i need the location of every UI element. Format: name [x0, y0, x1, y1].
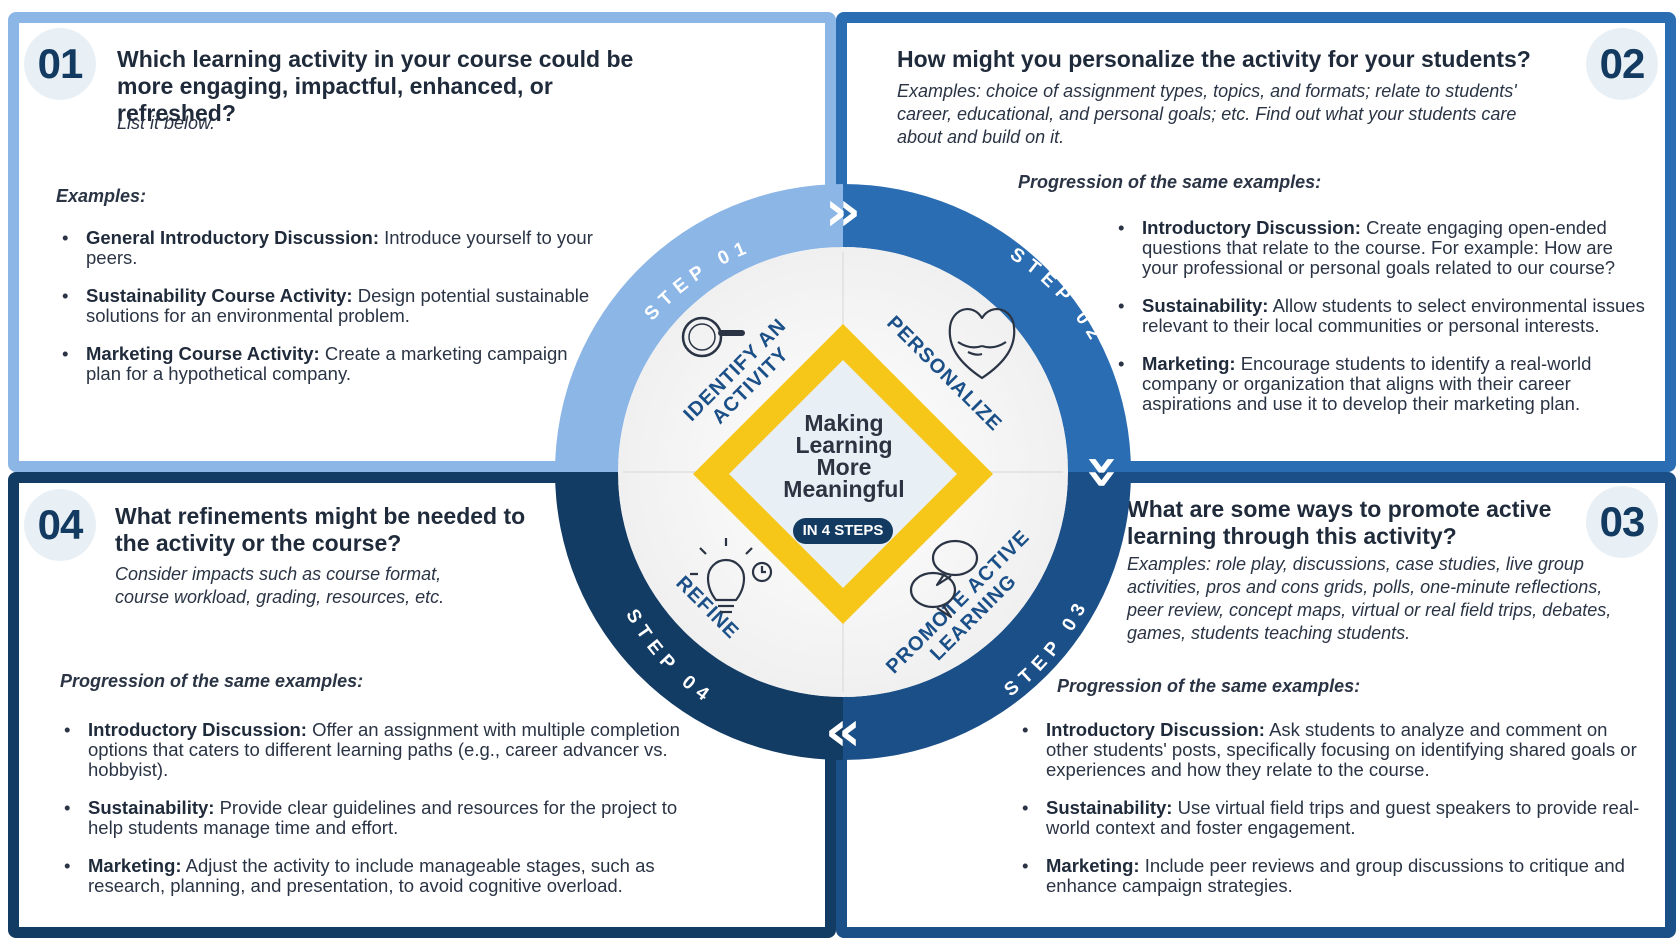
list-item: • Marketing: Include peer reviews and gro…	[1022, 855, 1625, 896]
center-diamond-inner	[729, 360, 957, 588]
step-02-example-list: • Introductory Discussion: Create engagin…	[1112, 218, 1652, 432]
step-01-examples-label: Examples:	[56, 186, 147, 206]
step-03-number: 03	[1586, 486, 1658, 558]
step-03-subtext: Examples: role play, discussions, case s…	[1127, 554, 1612, 643]
ring-segment-step-01	[555, 184, 843, 472]
list-item: • Marketing: Adjust the activity to inclu…	[64, 855, 655, 896]
step-02-number: 02	[1586, 28, 1658, 100]
list-item: • Introductory Discussion: Ask students t…	[1022, 719, 1637, 780]
step-03-example-list: • Introductory Discussion: Ask students t…	[1016, 720, 1646, 914]
ring-segment-step-02	[843, 184, 1131, 472]
step-04-examples-label: Progression of the same examples:	[60, 671, 364, 691]
step-02-subtext: Examples: choice of assignment types, to…	[897, 81, 1517, 147]
step-03-examples-label: Progression of the same examples:	[1057, 676, 1361, 696]
list-item: • Sustainability: Allow students to selec…	[1118, 295, 1645, 336]
step-01-subtext: List it below.	[117, 113, 216, 133]
step-04-subtext: Consider impacts such as course format, …	[115, 564, 445, 607]
list-item: • Sustainability Course Activity: Design …	[62, 285, 590, 326]
arrow-step-03-to-04: «	[825, 699, 861, 764]
list-item: • Introductory Discussion: Create engagin…	[1118, 217, 1616, 278]
list-item: • Sustainability: Use virtual field trips…	[1022, 797, 1640, 838]
center-title-line: Making	[804, 410, 884, 436]
heart-hands-icon	[948, 307, 1016, 380]
magnifier-icon	[681, 316, 745, 358]
lightbulb-icon	[690, 538, 773, 614]
center-title-line: More	[816, 454, 872, 480]
arrow-step-01-to-02: »	[825, 179, 861, 244]
list-item: • General Introductory Discussion: Introd…	[62, 227, 593, 268]
step-02-examples-label: Progression of the same examples:	[1018, 172, 1322, 192]
list-item: • Marketing Course Activity: Create a mar…	[62, 343, 568, 384]
arrow-step-02-to-03: »	[1071, 454, 1136, 490]
step-02-question: How might you personalize the activity f…	[897, 46, 1531, 72]
step-04-example-list: • Introductory Discussion: Offer an assig…	[58, 720, 698, 914]
step-01-question: Which learning activity in your course c…	[117, 46, 634, 126]
step-04-number: 04	[24, 489, 96, 561]
list-item: • Marketing: Encourage students to identi…	[1118, 353, 1592, 414]
center-title-line: Learning	[795, 432, 893, 458]
center-title: Making Learning More Meaningful	[744, 410, 944, 502]
step-04-question: What refinements might be needed to the …	[115, 503, 526, 556]
ring-segment-step-03	[843, 472, 1131, 760]
center-badge: IN 4 STEPS	[793, 518, 893, 544]
ring-segment-step-04	[555, 472, 843, 760]
center-title-line: Meaningful	[783, 476, 905, 502]
list-item: • Introductory Discussion: Offer an assig…	[64, 719, 680, 780]
list-item: • Sustainability: Provide clear guideline…	[64, 797, 678, 838]
speech-bubbles-icon	[909, 539, 979, 619]
step-01-example-list: • General Introductory Discussion: Introd…	[56, 228, 596, 402]
step-01-number: 01	[24, 28, 96, 100]
step-03-question: What are some ways to promote active lea…	[1127, 496, 1552, 549]
